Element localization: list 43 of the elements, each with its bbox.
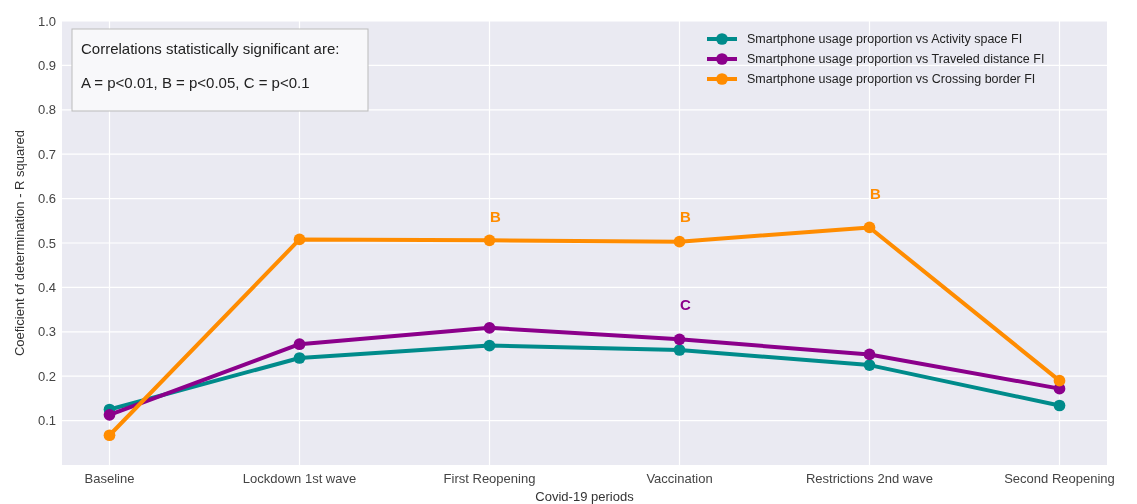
point (863, 348, 876, 361)
point (483, 234, 496, 247)
annotation: B (490, 207, 502, 225)
point (293, 352, 306, 364)
point (293, 233, 306, 246)
x-tick-label: Second Reopening (1004, 471, 1115, 486)
point (483, 321, 496, 334)
annotation: B (870, 185, 882, 203)
point (293, 338, 306, 351)
point (863, 221, 876, 234)
y-tick-label: 0.5 (37, 235, 56, 251)
annotation: B (680, 207, 692, 225)
point (1053, 374, 1066, 387)
y-tick-label: 0.9 (37, 57, 56, 73)
annotation: Correlations statistically significant are: (81, 40, 340, 58)
point (1053, 399, 1066, 412)
annotation: C (680, 296, 692, 314)
y-tick-label: 0.2 (37, 368, 56, 384)
y-tick-label: 0.1 (37, 413, 56, 429)
point (103, 429, 116, 442)
point (103, 408, 116, 421)
y-tick-label: 0.4 (37, 279, 56, 295)
legend-label: Smartphone usage proportion vs Activity space FI (747, 32, 1023, 47)
y-axis-title: Coeficient of determination - R squared (12, 129, 27, 357)
y-tick-label: 0.3 (37, 324, 56, 340)
y-tick-label: 0.6 (37, 191, 56, 207)
x-tick-label: Restrictions 2nd wave (805, 471, 934, 486)
legend-label: Smartphone usage proportion vs Traveled distance FI (747, 52, 1045, 67)
point (673, 344, 686, 356)
y-tick-label: 0.7 (37, 146, 56, 162)
point (673, 235, 686, 248)
y-tick-label: 0.8 (37, 102, 56, 118)
x-axis-title: Covid-19 periods (535, 489, 635, 504)
x-tick-label: Lockdown 1st wave (242, 471, 357, 486)
x-tick-label: First Reopening (443, 471, 536, 486)
point (673, 333, 686, 346)
y-tick-label: 1.0 (37, 13, 56, 29)
x-tick-label: Vaccination (646, 471, 713, 486)
x-tick-label: Baseline (84, 471, 135, 486)
annotation: A = p<0.01, B = p<0.05, C = p<0.1 (81, 74, 310, 92)
point (483, 339, 496, 352)
legend-label: Smartphone usage proportion vs Crossing border FI (747, 72, 1036, 87)
point (863, 359, 876, 371)
